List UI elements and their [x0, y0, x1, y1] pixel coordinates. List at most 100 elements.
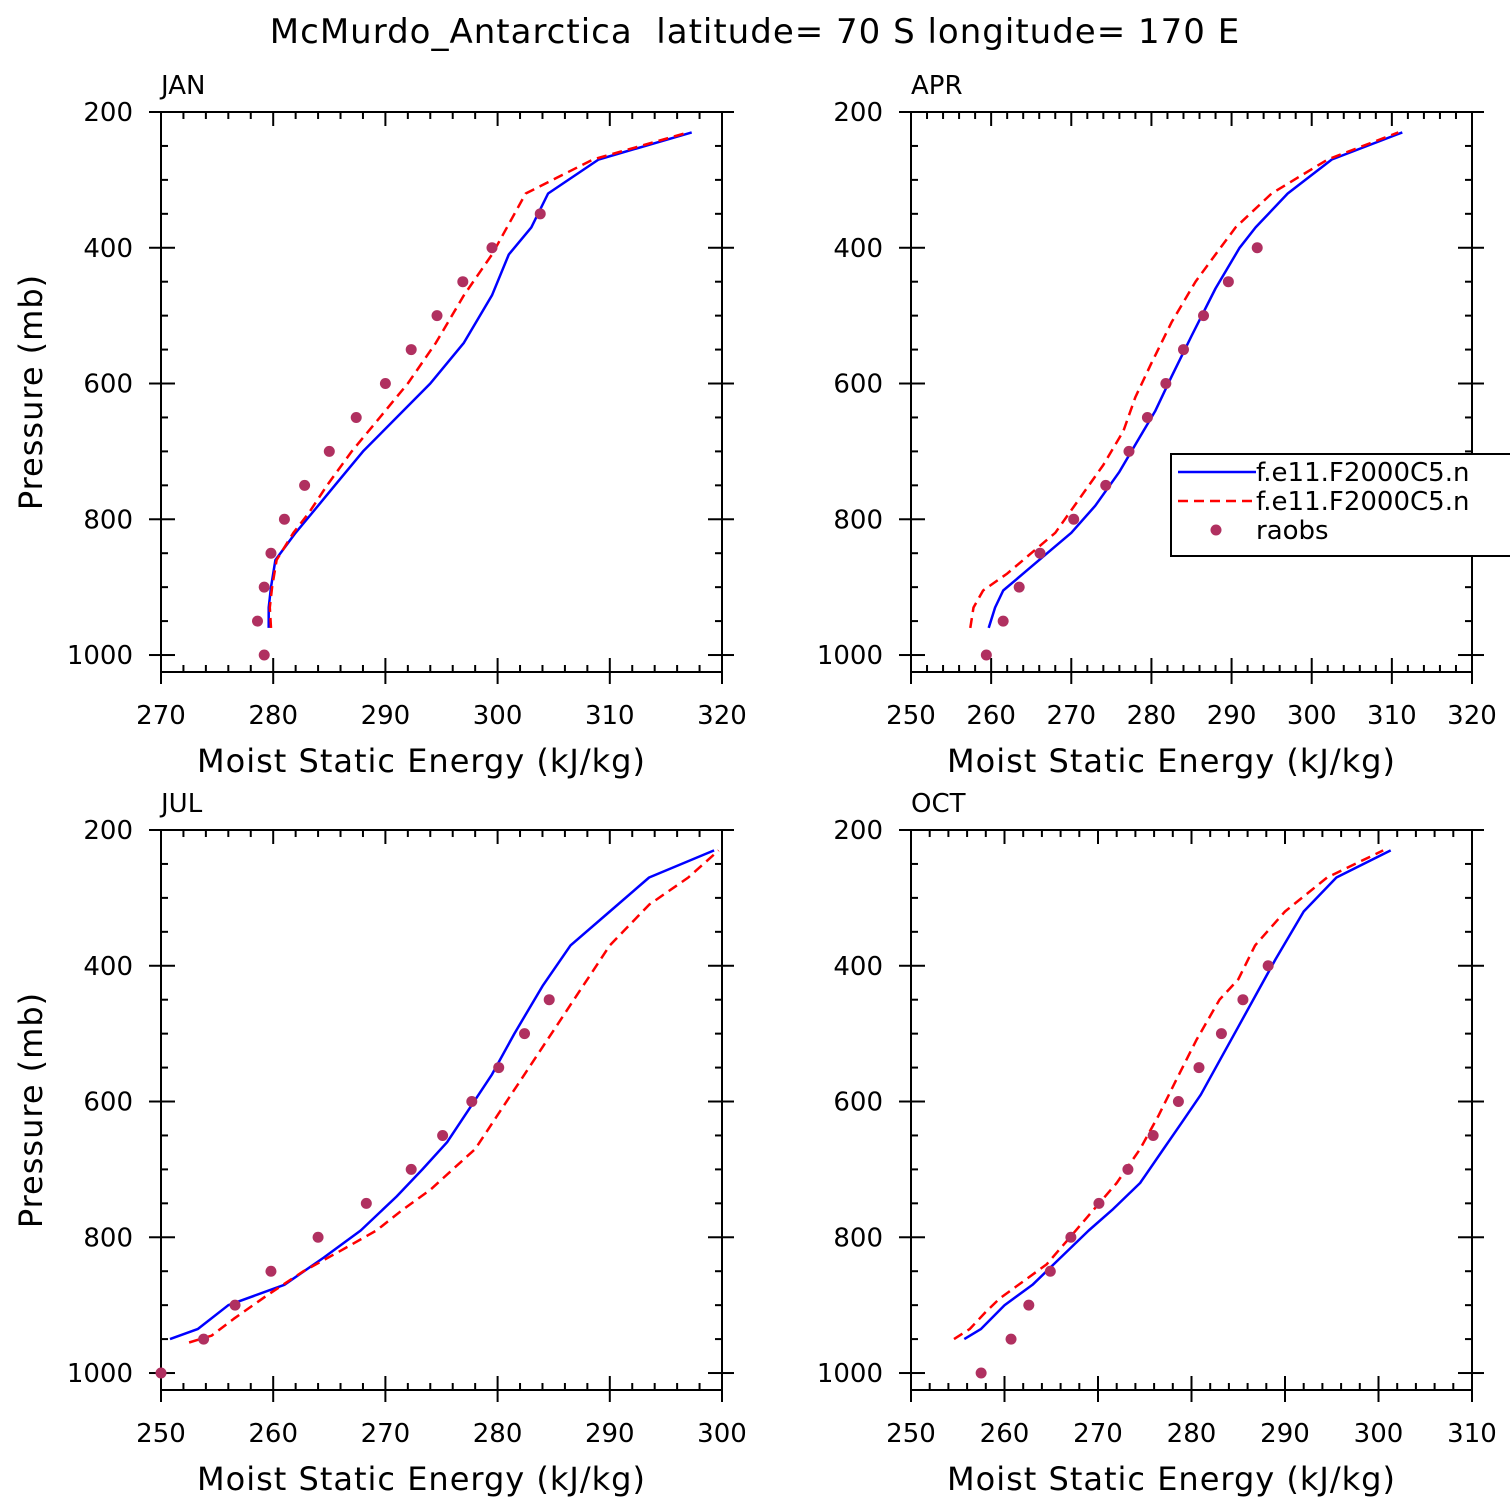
- y-axis-label: Pressure (mb): [12, 992, 50, 1228]
- x-tick-label: 250: [886, 701, 936, 731]
- x-tick-label: 280: [1127, 701, 1177, 731]
- y-tick-label: 1000: [817, 1359, 883, 1389]
- panel-jan: 270 280 290 300 310 320 200 400 600 800 1000 JAN Moi…: [12, 71, 747, 780]
- raobs-point: [1023, 1299, 1035, 1311]
- raobs-point: [1251, 242, 1263, 254]
- raobs-point: [1068, 513, 1080, 525]
- x-tick-label: 280: [248, 701, 298, 731]
- x-tick-label: 270: [1073, 1419, 1123, 1449]
- raobs-point: [543, 994, 555, 1006]
- x-tick-label: 300: [1287, 701, 1337, 731]
- model-2-line: [969, 131, 1399, 629]
- x-tick-label: 300: [473, 701, 523, 731]
- model-2-line: [953, 849, 1384, 1341]
- x-tick-label: 270: [136, 701, 186, 731]
- y-tick-label: 400: [833, 234, 883, 264]
- raobs-point: [198, 1333, 210, 1345]
- x-tick-label: 290: [361, 701, 411, 731]
- raobs-point: [258, 649, 270, 661]
- y-tick-label: 200: [83, 98, 133, 128]
- raobs-point: [1198, 310, 1210, 322]
- x-tick-label: 290: [1260, 1419, 1310, 1449]
- raobs-point: [466, 1096, 478, 1108]
- raobs-point: [155, 1367, 167, 1379]
- raobs-point: [405, 1163, 417, 1175]
- plot-frame: [910, 111, 1473, 673]
- raobs-point: [534, 208, 546, 220]
- y-tick-label: 600: [833, 370, 883, 400]
- y-tick-label: 200: [833, 98, 883, 128]
- raobs-point: [1044, 1265, 1056, 1277]
- panel-oct: 250 260 270 280 290 300 310 200 400 600 800 1000 OCT…: [817, 789, 1497, 1498]
- x-tick-label: 310: [1367, 701, 1417, 731]
- raobs-point: [278, 513, 290, 525]
- x-axis-label: Moist Static Energy (kJ/kg): [947, 742, 1396, 780]
- model-1-line: [987, 131, 1403, 629]
- raobs-point: [1237, 994, 1249, 1006]
- raobs-point: [1172, 1096, 1184, 1108]
- x-tick-label: 250: [136, 1419, 186, 1449]
- raobs-point: [1122, 1163, 1134, 1175]
- raobs-point: [229, 1299, 241, 1311]
- y-axis-label: Pressure (mb): [12, 274, 50, 510]
- panel-title: JUL: [159, 789, 203, 819]
- x-tick-label: 300: [697, 1419, 747, 1449]
- x-tick-label: 290: [585, 1419, 635, 1449]
- y-tick-label: 800: [83, 1223, 133, 1253]
- model-1-line: [267, 131, 693, 628]
- x-tick-label: 290: [1207, 701, 1257, 731]
- raobs-point: [251, 615, 263, 627]
- raobs-point: [431, 310, 443, 322]
- x-tick-label: 270: [361, 1419, 411, 1449]
- y-tick-label: 800: [83, 505, 133, 535]
- x-tick-label: 250: [886, 1419, 936, 1449]
- x-tick-label: 260: [248, 1419, 298, 1449]
- y-tick-label: 600: [833, 1088, 883, 1118]
- raobs-point: [1147, 1129, 1159, 1141]
- raobs-point: [519, 1028, 531, 1040]
- raobs-point: [1005, 1333, 1017, 1345]
- model-2-line: [188, 849, 720, 1344]
- y-tick-label: 200: [833, 816, 883, 846]
- raobs-point: [350, 411, 362, 423]
- x-tick-label: 310: [585, 701, 635, 731]
- raobs-point: [437, 1129, 449, 1141]
- model-1-line: [963, 849, 1392, 1341]
- raobs-point: [1100, 479, 1112, 491]
- raobs-point: [379, 378, 391, 390]
- raobs-point: [1262, 960, 1274, 972]
- raobs-point: [258, 581, 270, 593]
- raobs-point: [1093, 1197, 1105, 1209]
- raobs-point: [980, 649, 992, 661]
- model-2-line: [268, 131, 689, 628]
- y-tick-label: 800: [833, 505, 883, 535]
- y-tick-label: 800: [833, 1223, 883, 1253]
- model-1-line: [169, 849, 715, 1341]
- y-tick-label: 1000: [817, 641, 883, 671]
- raobs-point: [997, 615, 1009, 627]
- x-tick-label: 310: [1447, 1419, 1497, 1449]
- raobs-point: [1013, 581, 1025, 593]
- raobs-point: [457, 276, 469, 288]
- raobs-point: [1034, 547, 1046, 559]
- raobs-point: [1141, 411, 1153, 423]
- raobs-point: [1222, 276, 1234, 288]
- y-tick-label: 400: [83, 952, 133, 982]
- y-tick-label: 1000: [67, 1359, 133, 1389]
- raobs-point: [493, 1062, 505, 1074]
- y-tick-label: 600: [83, 1088, 133, 1118]
- y-tick-label: 1000: [67, 641, 133, 671]
- raobs-point: [323, 445, 335, 457]
- raobs-point: [1160, 378, 1172, 390]
- x-tick-label: 270: [1046, 701, 1096, 731]
- y-tick-label: 400: [833, 952, 883, 982]
- panel-title: JAN: [159, 71, 205, 101]
- x-axis-label: Moist Static Energy (kJ/kg): [197, 1460, 646, 1498]
- x-tick-label: 260: [980, 1419, 1030, 1449]
- raobs-point: [1215, 1028, 1227, 1040]
- panel-title: APR: [911, 71, 963, 101]
- raobs-point: [975, 1367, 987, 1379]
- x-tick-label: 280: [473, 1419, 523, 1449]
- x-axis-label: Moist Static Energy (kJ/kg): [197, 742, 646, 780]
